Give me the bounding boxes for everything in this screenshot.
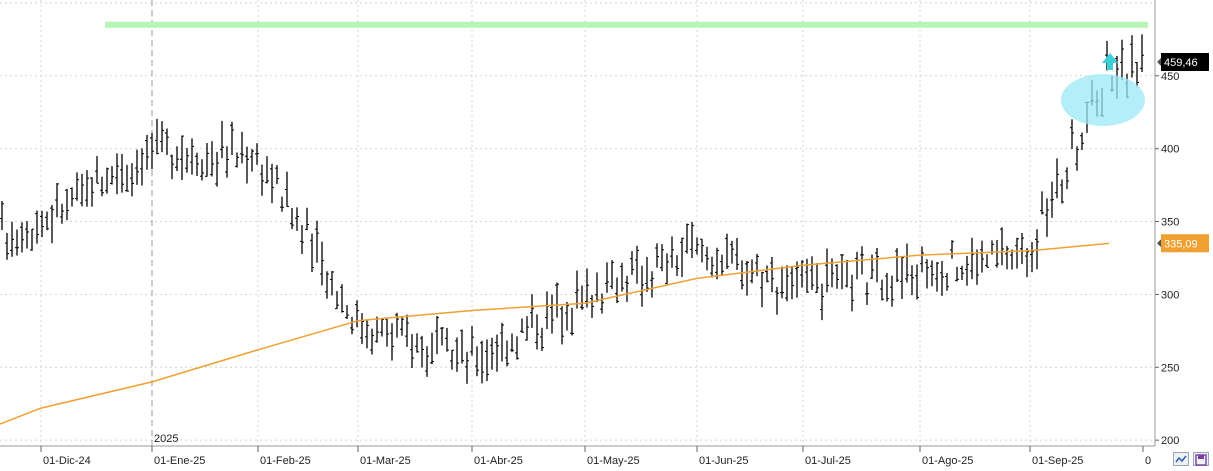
moving-average-series — [0, 242, 1110, 425]
x-tick-label: 01-Ago-25 — [922, 455, 973, 467]
x-tick-label: 01-Mar-25 — [360, 455, 411, 467]
price-bars — [0, 34, 1144, 384]
y-axis: 200 250 300 350 400 450 — [1154, 0, 1179, 447]
up-arrow-icon — [1102, 53, 1118, 70]
y-tick-label: 450 — [1161, 71, 1179, 83]
y-tick-label: 200 — [1161, 435, 1179, 447]
x-tick-label: 01-Feb-25 — [260, 455, 311, 467]
save-icon[interactable] — [1193, 452, 1209, 466]
last-price-badge-pointer — [1157, 58, 1161, 67]
x-tick-label: 01-Sep-25 — [1032, 455, 1083, 467]
x-tick-label: 01-May-25 — [587, 455, 640, 467]
x-tick-label: 01-Jul-25 — [805, 455, 851, 467]
year-marker-label: 2025 — [154, 433, 178, 445]
last-price-badge-label: 459,46 — [1164, 57, 1198, 69]
x-axis: 01-Dic-24 01-Ene-25 01-Feb-25 01-Mar-25 01-A… — [0, 445, 1155, 467]
zoom-icon[interactable] — [1173, 452, 1189, 466]
moving-average-line — [0, 242, 1110, 425]
x-tick-label: 01-Abr-25 — [474, 455, 523, 467]
moving-average-badge-label: 335,09 — [1164, 238, 1198, 250]
y-tick-label: 250 — [1161, 362, 1179, 374]
value-badges: 459,46 335,09 — [1157, 53, 1209, 253]
highlight-ellipse — [1061, 53, 1145, 126]
highlight-zone — [1061, 74, 1145, 126]
moving-average-badge-box — [1161, 234, 1209, 253]
y-tick-label: 300 — [1161, 289, 1179, 301]
x-tick-label: 01-Jun-25 — [699, 455, 749, 467]
y-tick-label: 350 — [1161, 217, 1179, 229]
grid: 2025 — [0, 0, 1155, 446]
moving-average-badge-pointer — [1157, 239, 1161, 248]
x-tick-label: 01-Ene-25 — [154, 455, 205, 467]
y-tick-label: 400 — [1161, 144, 1179, 156]
last-price-badge-box — [1161, 53, 1209, 72]
x-tick-label: 0 — [1145, 455, 1151, 467]
x-tick-label: 01-Dic-24 — [43, 455, 91, 467]
